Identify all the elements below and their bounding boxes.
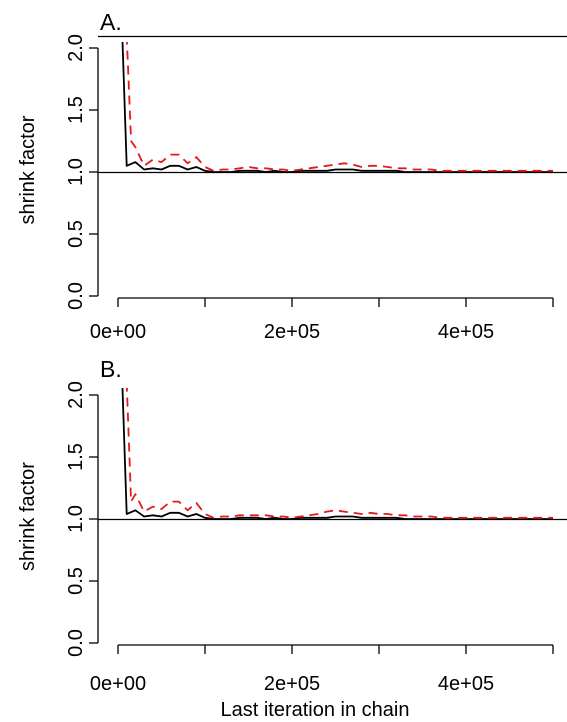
panel-label: A.	[100, 9, 122, 35]
x-tick-label: 0e+00	[90, 321, 146, 343]
y-axis-title: shrink factor	[17, 115, 39, 224]
upper-ci-series-line	[126, 42, 553, 172]
y-tick-label: 0.5	[65, 220, 87, 248]
median-series-line	[121, 388, 553, 520]
y-tick-label: 0.0	[65, 629, 87, 657]
y-tick-label: 0.0	[65, 282, 87, 310]
upper-ci-series-line	[125, 388, 553, 519]
y-tick-label: 1.0	[65, 158, 87, 186]
chart-panel-b: 0.0 0.5 1.0 1.5 2.0 0e+00 2e+05 4e+05 B. shrink f…	[17, 356, 567, 695]
median-series-line	[121, 42, 553, 173]
x-tick-label: 0e+00	[90, 673, 146, 695]
chart-panel-a: 0.0 0.5 1.0 1.5 2.0 0e+00 2e+05 4e+05 A. shrink f…	[17, 9, 567, 343]
y-tick-label: 2.0	[65, 34, 87, 62]
x-tick-label: 4e+05	[438, 321, 494, 343]
panel-label: B.	[100, 356, 122, 382]
y-tick-label: 1.5	[65, 443, 87, 471]
y-tick-label: 1.0	[65, 505, 87, 533]
x-tick-label: 2e+05	[264, 321, 320, 343]
y-tick-label: 2.0	[65, 381, 87, 409]
y-tick-label: 1.5	[65, 96, 87, 124]
x-tick-label: 4e+05	[438, 673, 494, 695]
x-tick-label: 2e+05	[264, 673, 320, 695]
y-axis-title: shrink factor	[17, 462, 39, 571]
y-tick-label: 0.5	[65, 567, 87, 595]
